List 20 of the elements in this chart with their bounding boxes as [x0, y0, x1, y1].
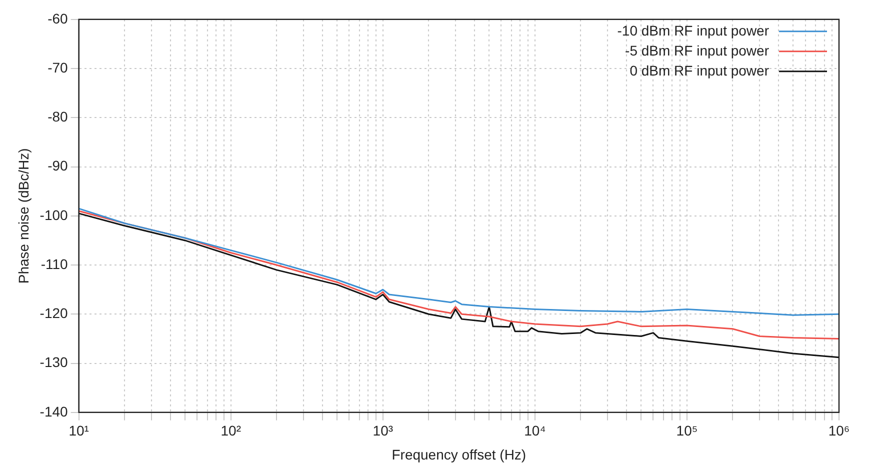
y-tick-label: -130 — [40, 354, 68, 370]
legend-label: -5 dBm RF input power — [625, 42, 770, 58]
y-tick-label: -140 — [40, 403, 68, 420]
x-tick-label: 10² — [220, 422, 242, 439]
y-tick-label: -90 — [48, 158, 68, 174]
x-tick-label: 10³ — [372, 422, 394, 439]
y-axis-title: Phase noise (dBc/Hz) — [15, 148, 32, 284]
x-tick-label: 10⁶ — [828, 422, 850, 439]
y-tick-label: -100 — [40, 206, 68, 223]
y-tick-label: -120 — [40, 305, 68, 322]
x-tick-label: 10⁴ — [524, 422, 546, 439]
x-tick-label: 10¹ — [68, 422, 90, 439]
legend-label: -10 dBm RF input power — [617, 22, 770, 38]
y-tick-label: -60 — [48, 10, 68, 26]
y-tick-label: -110 — [40, 256, 68, 272]
y-tick-label: -70 — [48, 59, 68, 76]
y-tick-label: -80 — [48, 108, 68, 125]
x-axis-title: Frequency offset (Hz) — [392, 446, 526, 462]
legend-label: 0 dBm RF input power — [630, 62, 770, 78]
x-tick-label: 10⁵ — [676, 422, 698, 439]
